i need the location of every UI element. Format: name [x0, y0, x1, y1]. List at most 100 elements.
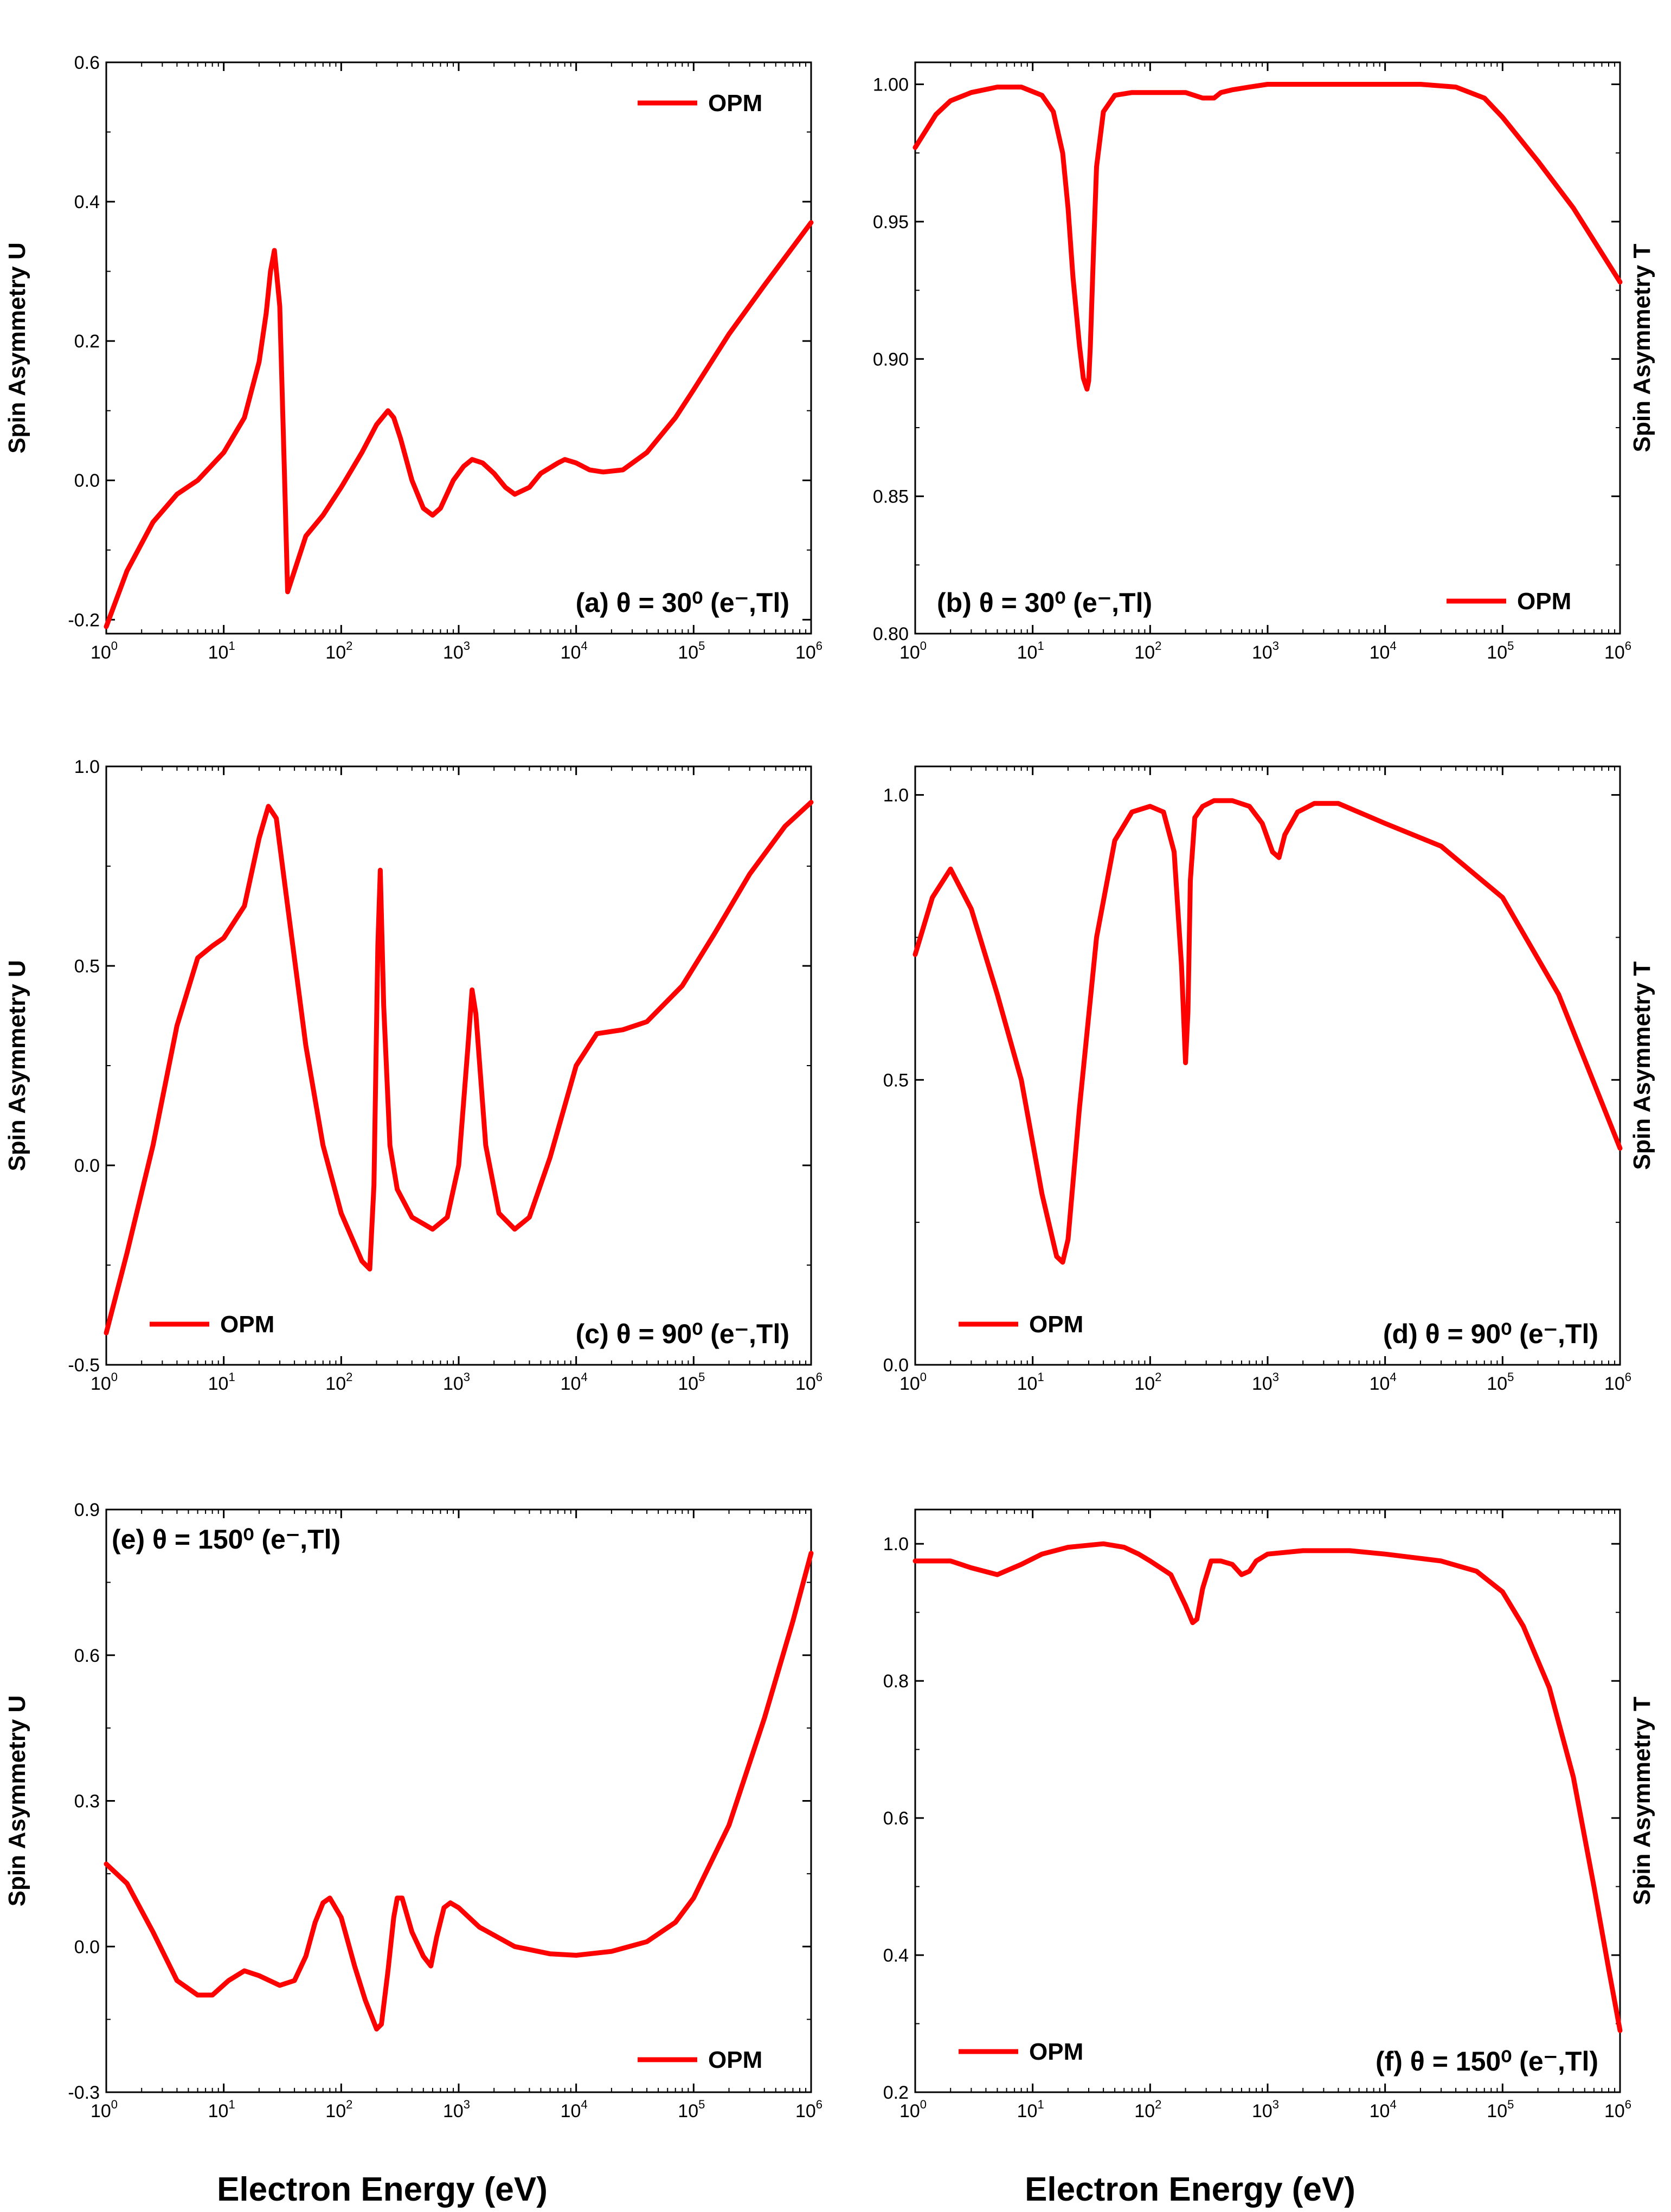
y-tick-label: 0.0	[74, 1156, 100, 1176]
x-tick-base: 10	[443, 2101, 464, 2121]
x-tick-label: 104	[561, 639, 588, 663]
x-tick-label: 106	[1604, 1370, 1631, 1394]
series-line-opm	[912, 1541, 1623, 2033]
x-tick-label: 101	[208, 2098, 235, 2121]
y-tick-label: 1.0	[74, 757, 100, 777]
x-tick-base: 10	[1487, 1373, 1507, 1394]
x-tick-label: 104	[1370, 1370, 1397, 1394]
x-tick-exponent: 1	[228, 639, 235, 653]
x-tick-label: 106	[1604, 639, 1631, 663]
x-tick-label: 103	[443, 639, 470, 663]
x-tick-exponent: 6	[1625, 1370, 1631, 1384]
y-tick-label: 0.8	[883, 1671, 909, 1692]
x-tick-label: 104	[561, 2098, 588, 2121]
chart-panel-f: 100 101 102 103 104 105 1060.20.40.60.81.0Spin…	[883, 1508, 1655, 2121]
x-tick-label: 102	[1134, 2098, 1161, 2121]
x-tick-label: 105	[1487, 639, 1514, 663]
x-tick-label: 105	[678, 1370, 705, 1394]
x-tick-base: 10	[325, 2101, 346, 2121]
x-tick-exponent: 4	[581, 2098, 587, 2111]
x-tick-label: 102	[325, 639, 352, 663]
x-tick-exponent: 5	[1507, 2098, 1514, 2111]
x-tick-label: 104	[1370, 2098, 1397, 2121]
x-tick-base: 10	[1252, 2101, 1272, 2121]
x-tick-base: 10	[678, 1373, 698, 1394]
x-tick-base: 10	[91, 2101, 111, 2121]
x-tick-base: 10	[325, 642, 346, 663]
chart-panel-b: 100 101 102 103 104 105 1060.800.850.900.951.0…	[873, 61, 1655, 663]
series-line-opm	[912, 82, 1623, 392]
y-tick-label: 0.6	[883, 1808, 909, 1829]
y-tick-label: 1.0	[883, 785, 909, 806]
x-tick-base: 10	[1370, 2101, 1390, 2121]
y-tick-label: 0.9	[74, 1500, 100, 1520]
y-axis-title: Spin Asymmetry T	[1629, 1697, 1655, 1905]
x-tick-base: 10	[561, 1373, 581, 1394]
panel-annotation: (e) θ = 150⁰ (e⁻,Tl)	[112, 1524, 340, 1555]
x-tick-label: 103	[443, 1370, 470, 1394]
x-tick-base: 10	[208, 2101, 229, 2121]
x-tick-base: 10	[1017, 642, 1038, 663]
panel-annotation: (a) θ = 30⁰ (e⁻,Tl)	[576, 588, 789, 618]
x-tick-exponent: 5	[1507, 639, 1514, 653]
y-axis-title: Spin Asymmetry U	[4, 960, 30, 1171]
x-tick-base: 10	[325, 1373, 346, 1394]
x-tick-label: 103	[1252, 2098, 1279, 2121]
x-tick-exponent: 3	[464, 1370, 470, 1384]
x-tick-base: 10	[1370, 642, 1390, 663]
x-tick-base: 10	[1370, 1373, 1390, 1394]
x-tick-exponent: 0	[111, 639, 118, 653]
x-tick-base: 10	[1134, 642, 1155, 663]
x-tick-label: 105	[1487, 1370, 1514, 1394]
x-tick-exponent: 0	[920, 2098, 927, 2111]
x-tick-exponent: 3	[1272, 639, 1279, 653]
x-tick-base: 10	[561, 642, 581, 663]
x-tick-label: 101	[1017, 2098, 1044, 2121]
x-tick-label: 100	[91, 639, 118, 663]
x-tick-exponent: 5	[698, 2098, 705, 2111]
y-axis-title: Spin Asymmetry U	[4, 242, 30, 454]
x-tick-base: 10	[1604, 642, 1625, 663]
x-tick-exponent: 3	[1272, 2098, 1279, 2111]
x-tick-base: 10	[443, 642, 464, 663]
series-line-opm	[104, 799, 814, 1336]
legend-label: OPM	[1029, 1311, 1083, 1338]
x-tick-exponent: 0	[111, 1370, 118, 1384]
x-tick-exponent: 1	[1037, 639, 1044, 653]
x-tick-base: 10	[678, 2101, 698, 2121]
y-tick-label: 0.95	[873, 212, 909, 233]
y-tick-label: 1.0	[883, 1534, 909, 1555]
x-tick-base: 10	[208, 642, 229, 663]
x-tick-exponent: 1	[228, 1370, 235, 1384]
y-tick-label: 0.90	[873, 349, 909, 370]
series-line-opm	[104, 220, 814, 629]
x-tick-label: 101	[208, 1370, 235, 1394]
x-tick-label: 103	[1252, 1370, 1279, 1394]
y-tick-label: 0.80	[873, 624, 909, 644]
x-tick-base: 10	[1017, 1373, 1038, 1394]
x-axis-title-left: Electron Energy (eV)	[217, 2171, 548, 2208]
legend-label: OPM	[1517, 588, 1571, 615]
x-tick-base: 10	[561, 2101, 581, 2121]
x-tick-label: 100	[899, 639, 927, 663]
x-tick-exponent: 3	[464, 2098, 470, 2111]
series-line-opm	[912, 798, 1623, 1265]
x-tick-exponent: 2	[1155, 2098, 1161, 2111]
x-tick-exponent: 1	[1037, 1370, 1044, 1384]
x-tick-exponent: 5	[1507, 1370, 1514, 1384]
x-tick-label: 101	[1017, 1370, 1044, 1394]
x-tick-base: 10	[443, 1373, 464, 1394]
x-tick-base: 10	[1134, 1373, 1155, 1394]
x-tick-base: 10	[1487, 642, 1507, 663]
panel-annotation: (d) θ = 90⁰ (e⁻,Tl)	[1383, 1319, 1598, 1349]
y-tick-label: 0.2	[74, 331, 100, 352]
x-tick-exponent: 2	[346, 2098, 352, 2111]
x-tick-label: 106	[795, 1370, 822, 1394]
x-tick-exponent: 6	[816, 2098, 822, 2111]
x-tick-base: 10	[1604, 2101, 1625, 2121]
series-line-opm	[104, 1551, 814, 2032]
x-tick-base: 10	[1017, 2101, 1038, 2121]
